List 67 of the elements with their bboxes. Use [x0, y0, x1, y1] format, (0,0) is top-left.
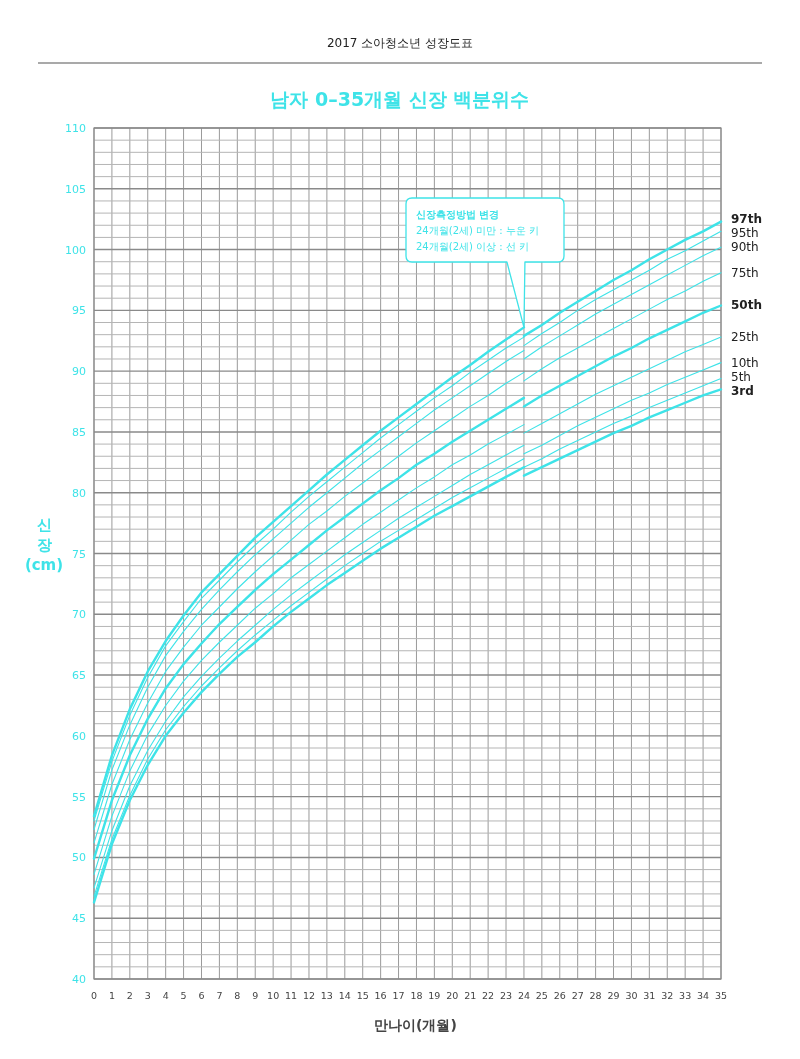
x-tick-label: 17 [392, 990, 405, 1001]
x-tick-label: 9 [252, 990, 259, 1001]
x-tick-label: 31 [643, 990, 656, 1001]
x-tick-label: 34 [697, 990, 710, 1001]
series-label: 75th [731, 265, 759, 280]
x-tick-label: 15 [356, 990, 369, 1001]
y-tick-label: 100 [65, 243, 86, 257]
x-tick-label: 5 [180, 990, 187, 1001]
x-tick-label: 2 [126, 990, 133, 1001]
x-tick-label: 32 [661, 990, 674, 1001]
x-tick-label: 26 [553, 990, 566, 1001]
y-tick-label: 65 [72, 669, 86, 683]
series-label: 5th [731, 369, 751, 384]
x-tick-label: 21 [464, 990, 477, 1001]
y-tick-label: 55 [72, 790, 86, 804]
chart-title: 남자 0–35개월 신장 백분위수 [270, 88, 530, 110]
series-label: 3rd [731, 383, 754, 398]
x-tick-label: 33 [679, 990, 692, 1001]
x-tick-label: 30 [625, 990, 638, 1001]
x-tick-label: 20 [446, 990, 459, 1001]
x-tick-label: 28 [589, 990, 602, 1001]
y-tick-label: 75 [72, 547, 86, 561]
series-label: 25th [731, 330, 759, 345]
x-tick-label: 1 [108, 990, 115, 1001]
x-tick-label: 16 [374, 990, 387, 1001]
x-axis-title: 만나이(개월) [374, 1017, 457, 1033]
y-tick-label: 50 [72, 851, 86, 865]
x-tick-label: 23 [499, 990, 513, 1001]
annotation: 신장측정방법 변경 [416, 209, 500, 220]
x-tick-label: 12 [302, 990, 316, 1001]
x-tick-label: 3 [144, 990, 151, 1001]
x-tick-label: 6 [198, 990, 205, 1001]
x-tick-label: 13 [320, 990, 333, 1001]
chart-subtitle: 2017 소아청소년 성장도표 [326, 36, 474, 50]
x-tick-label: 25 [535, 990, 548, 1001]
y-tick-label: 70 [72, 608, 86, 622]
x-tick-label: 18 [410, 990, 423, 1001]
y-tick-label: 85 [72, 425, 86, 439]
y-tick-label: 90 [72, 365, 86, 379]
x-tick-label: 4 [162, 990, 169, 1001]
y-tick-label: 95 [72, 304, 86, 318]
series-label: 95th [731, 226, 759, 241]
series-label: 50th [731, 298, 762, 313]
x-tick-label: 24 [517, 990, 530, 1001]
y-tick-label: 80 [72, 486, 86, 500]
y-tick-label: 105 [65, 182, 86, 196]
x-tick-label: 11 [285, 990, 298, 1001]
y-tick-label: 45 [72, 912, 86, 926]
y-tick-label: 110 [65, 122, 86, 135]
x-tick-label: 14 [338, 990, 351, 1001]
x-tick-label: 8 [234, 990, 241, 1001]
x-tick-label: 29 [607, 990, 620, 1001]
annotation: 24개월(2세) 미만 : 누운 키 [416, 225, 539, 236]
x-tick-label: 35 [714, 990, 728, 1001]
x-tick-label: 22 [482, 990, 495, 1001]
series-label: 97th [731, 212, 762, 227]
x-tick-label: 27 [571, 990, 584, 1001]
y-axis-title: 신장 (cm) [24, 516, 64, 574]
x-tick-label: 19 [428, 990, 441, 1001]
y-tick-label: 60 [72, 729, 86, 743]
x-tick-label: 7 [216, 990, 223, 1001]
y-tick-label: 40 [72, 973, 86, 986]
x-tick-label: 0 [90, 990, 98, 1001]
annotation: 24개월(2세) 이상 : 선 키 [416, 241, 529, 252]
series-label: 90th [731, 240, 759, 255]
series-label: 10th [731, 355, 759, 370]
x-tick-label: 10 [267, 990, 280, 1001]
